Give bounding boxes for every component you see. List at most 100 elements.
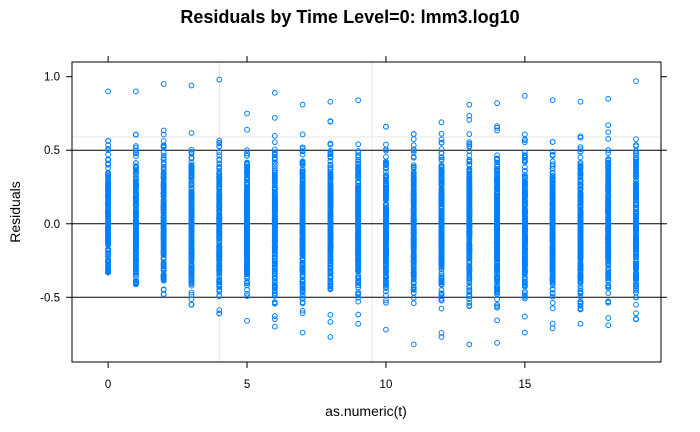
data-point — [160, 272, 167, 279]
data-point — [327, 273, 334, 280]
data-point — [133, 237, 139, 244]
data-point — [327, 147, 334, 154]
data-point — [299, 131, 306, 138]
data-point — [494, 127, 500, 134]
data-point — [383, 209, 389, 216]
data-point — [438, 136, 445, 143]
data-point — [494, 291, 500, 298]
data-point — [160, 193, 167, 200]
data-point — [299, 235, 306, 241]
data-point — [438, 182, 445, 189]
data-point — [299, 210, 306, 217]
data-point — [271, 224, 278, 231]
data-point — [160, 259, 167, 266]
data-point — [355, 256, 362, 263]
data-point — [216, 195, 223, 202]
data-point — [355, 264, 362, 271]
data-point — [355, 214, 362, 221]
data-point — [383, 217, 389, 224]
data-point — [299, 329, 306, 336]
data-point — [410, 263, 417, 270]
data-point — [244, 190, 250, 197]
data-point — [244, 215, 250, 222]
data-point — [521, 191, 528, 198]
data-point — [438, 199, 445, 205]
data-point — [133, 278, 139, 285]
data-point — [438, 130, 445, 137]
data-point — [466, 101, 473, 108]
data-point — [160, 247, 167, 254]
data-point — [410, 290, 417, 297]
data-point — [216, 252, 223, 259]
data-point — [438, 251, 445, 258]
data-point — [133, 281, 139, 287]
data-point — [216, 165, 223, 172]
data-point — [133, 131, 139, 138]
data-point — [327, 286, 334, 292]
data-point — [466, 299, 473, 306]
data-point — [188, 301, 195, 308]
data-point — [299, 247, 306, 253]
data-point — [271, 213, 278, 220]
data-point — [299, 175, 306, 182]
data-point — [410, 244, 417, 251]
data-point — [271, 132, 278, 139]
data-point — [160, 152, 167, 159]
data-point — [105, 188, 112, 195]
data-point — [438, 291, 445, 297]
data-point — [466, 221, 473, 227]
data-point — [605, 315, 612, 321]
data-point — [299, 186, 306, 192]
data-point — [383, 180, 389, 187]
data-point — [466, 131, 473, 137]
data-point — [271, 288, 278, 294]
data-point — [105, 88, 112, 95]
plot-panel-border — [71, 61, 662, 363]
data-point — [188, 182, 195, 188]
data-point — [271, 290, 278, 297]
data-point — [521, 242, 528, 249]
data-point — [105, 199, 112, 205]
data-point — [549, 97, 556, 104]
data-point — [466, 302, 473, 309]
data-point — [160, 209, 167, 216]
data-point — [521, 249, 528, 256]
data-point — [521, 131, 528, 138]
data-point — [105, 217, 112, 223]
data-point — [244, 150, 250, 157]
data-point — [133, 177, 139, 184]
data-point — [216, 182, 223, 188]
data-point — [160, 81, 167, 87]
data-point — [216, 226, 223, 233]
data-point — [438, 170, 445, 177]
data-point — [494, 186, 500, 193]
data-point — [383, 197, 389, 203]
data-point — [271, 263, 278, 270]
data-point — [244, 258, 250, 265]
data-point — [410, 231, 417, 237]
data-point — [494, 155, 500, 162]
data-point — [105, 182, 112, 189]
data-point — [299, 148, 306, 154]
data-point — [299, 268, 306, 275]
data-point — [577, 154, 584, 161]
data-point — [244, 242, 250, 249]
data-point — [410, 189, 417, 196]
data-point — [271, 281, 278, 288]
data-point — [355, 168, 362, 175]
data-point — [299, 171, 306, 178]
data-point — [355, 320, 362, 327]
data-point — [521, 329, 528, 336]
data-point — [605, 122, 612, 129]
data-point — [133, 241, 139, 247]
data-point — [438, 146, 445, 152]
data-point — [383, 146, 389, 153]
data-point — [244, 221, 250, 228]
data-point — [521, 179, 528, 185]
data-point — [133, 257, 139, 264]
data-point — [327, 234, 334, 240]
data-point — [410, 273, 417, 279]
data-point — [383, 326, 389, 333]
data-point — [299, 159, 306, 166]
